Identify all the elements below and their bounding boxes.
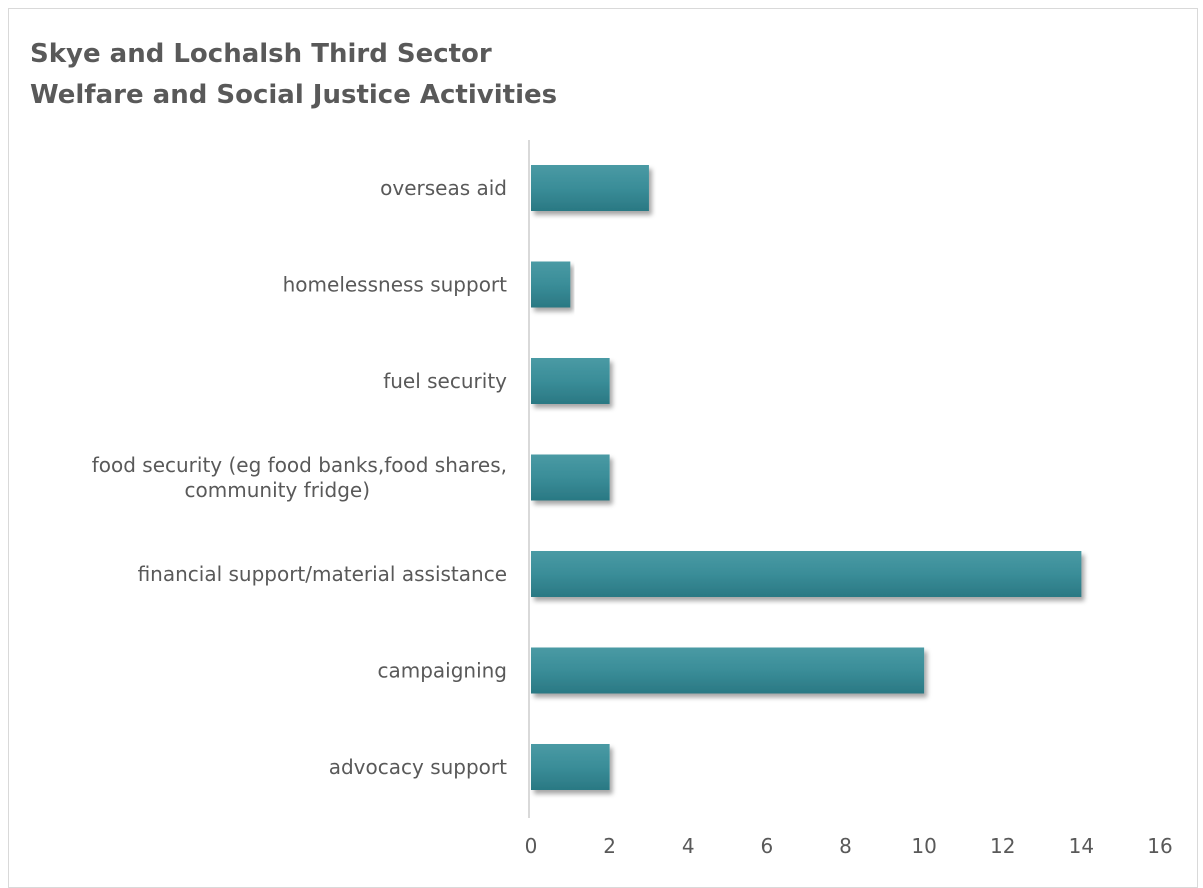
bar	[531, 551, 1082, 597]
x-tick-label: 8	[839, 834, 852, 858]
bar	[531, 744, 610, 790]
category-label: food security (eg food banks,food shares…	[92, 453, 507, 502]
bar	[531, 165, 649, 211]
category-label: advocacy support	[329, 755, 507, 779]
chart-frame	[8, 8, 1198, 888]
category-label: overseas aid	[380, 176, 507, 200]
x-axis-tick-labels: 0 2 4 6 8 10 12 14 16	[525, 834, 1173, 858]
x-tick-label: 16	[1147, 834, 1172, 858]
x-tick-label: 0	[525, 834, 538, 858]
bar	[531, 454, 610, 501]
category-label: fuel security	[383, 369, 507, 393]
category-label: financial support/material assistance	[138, 562, 507, 586]
x-tick-label: 6	[761, 834, 774, 858]
category-label: campaigning	[377, 659, 507, 683]
category-labels: overseas aid homelessness support fuel sec…	[92, 176, 507, 779]
x-tick-label: 4	[682, 834, 695, 858]
category-label: homelessness support	[283, 273, 508, 297]
x-tick-label: 10	[911, 834, 936, 858]
chart-title-line-2: Welfare and Social Justice Activities	[30, 80, 558, 110]
bar	[531, 358, 610, 404]
bar	[531, 261, 571, 308]
chart-title: Skye and Lochalsh Third Sector Welfare a…	[30, 34, 557, 116]
chart-title-line-1: Skye and Lochalsh Third Sector	[30, 39, 492, 69]
x-tick-label: 12	[990, 834, 1015, 858]
x-tick-label: 14	[1069, 834, 1094, 858]
bar	[531, 647, 925, 694]
x-tick-label: 2	[603, 834, 616, 858]
bars-group	[531, 165, 1082, 790]
